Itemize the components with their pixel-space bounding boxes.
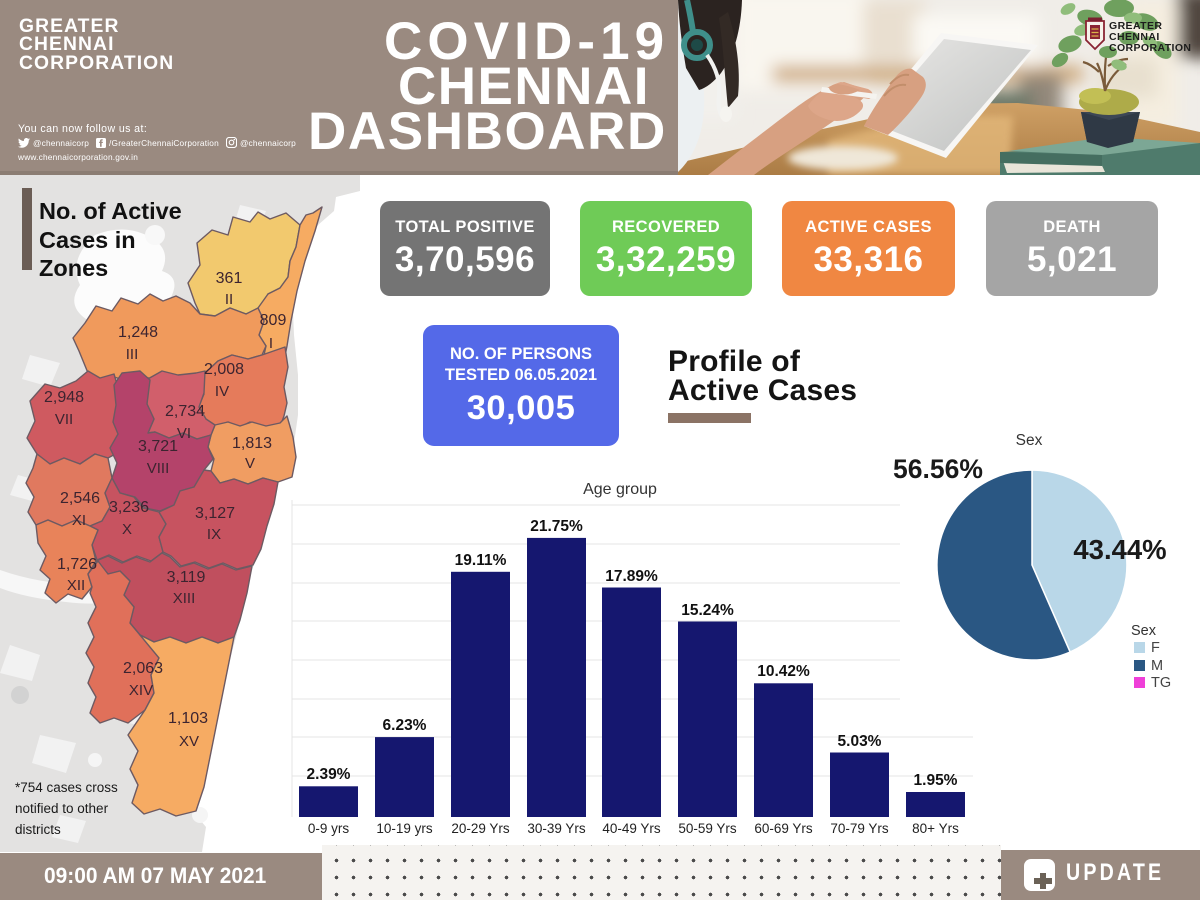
svg-text:17.89%: 17.89% [605,568,658,585]
svg-text:21.75%: 21.75% [530,518,583,535]
svg-text:40-49 Yrs: 40-49 Yrs [602,821,661,836]
svg-text:60-69 Yrs: 60-69 Yrs [754,821,813,836]
svg-text:361: 361 [216,270,243,287]
svg-text:2,948: 2,948 [44,389,84,406]
svg-text:VII: VII [55,411,73,428]
svg-text:XIV: XIV [129,682,153,699]
svg-text:43.44%: 43.44% [1073,534,1166,565]
svg-text:GREATER: GREATER [1109,20,1162,32]
svg-text:50-59 Yrs: 50-59 Yrs [678,821,737,836]
svg-text:10.42%: 10.42% [757,663,810,680]
svg-text:Sex: Sex [1016,432,1043,449]
svg-text:3,119: 3,119 [167,569,206,586]
svg-text:V: V [245,455,255,472]
svg-text:XV: XV [179,733,199,750]
svg-text:30-39 Yrs: 30-39 Yrs [527,821,586,836]
svg-text:15.24%: 15.24% [681,602,734,619]
svg-text:1.95%: 1.95% [914,772,958,789]
svg-text:IX: IX [207,526,221,543]
svg-text:F: F [1151,640,1160,656]
svg-text:XI: XI [72,512,86,529]
svg-text:1,726: 1,726 [57,556,97,573]
svg-text:1,103: 1,103 [168,710,208,727]
svg-text:20-29 Yrs: 20-29 Yrs [451,821,510,836]
svg-text:56.56%: 56.56% [893,454,983,484]
svg-text:M: M [1151,658,1163,674]
svg-text:VIII: VIII [147,460,170,477]
svg-text:X: X [122,521,132,538]
svg-text:3,236: 3,236 [109,499,149,516]
svg-text:2.39%: 2.39% [307,766,351,783]
svg-text:IV: IV [215,383,229,400]
svg-text:70-79 Yrs: 70-79 Yrs [830,821,889,836]
svg-text:1,813: 1,813 [232,435,272,452]
svg-text:2,008: 2,008 [204,361,244,378]
svg-text:CORPORATION: CORPORATION [1109,42,1191,54]
svg-text:1,248: 1,248 [118,324,158,341]
svg-text:19.11%: 19.11% [455,552,507,569]
svg-text:Age group: Age group [583,481,657,498]
svg-text:3,127: 3,127 [195,505,235,522]
svg-text:809: 809 [260,312,287,329]
svg-text:XII: XII [67,577,85,594]
svg-text:I: I [269,335,273,352]
svg-text:0-9 yrs: 0-9 yrs [308,821,350,836]
svg-text:3,721: 3,721 [138,438,178,455]
svg-text:CHENNAI: CHENNAI [1109,31,1160,43]
svg-text:6.23%: 6.23% [383,717,427,734]
svg-text:2,546: 2,546 [60,490,100,507]
svg-text:2,734: 2,734 [165,403,205,420]
svg-text:VI: VI [177,425,191,442]
svg-text:III: III [126,346,139,363]
svg-text:XIII: XIII [173,590,196,607]
svg-text:80+ Yrs: 80+ Yrs [912,821,959,836]
svg-text:II: II [225,291,233,308]
svg-text:10-19 yrs: 10-19 yrs [376,821,433,836]
svg-text:Sex: Sex [1131,623,1157,639]
svg-text:5.03%: 5.03% [838,733,882,750]
svg-text:TG: TG [1151,675,1171,691]
svg-text:2,063: 2,063 [123,660,163,677]
